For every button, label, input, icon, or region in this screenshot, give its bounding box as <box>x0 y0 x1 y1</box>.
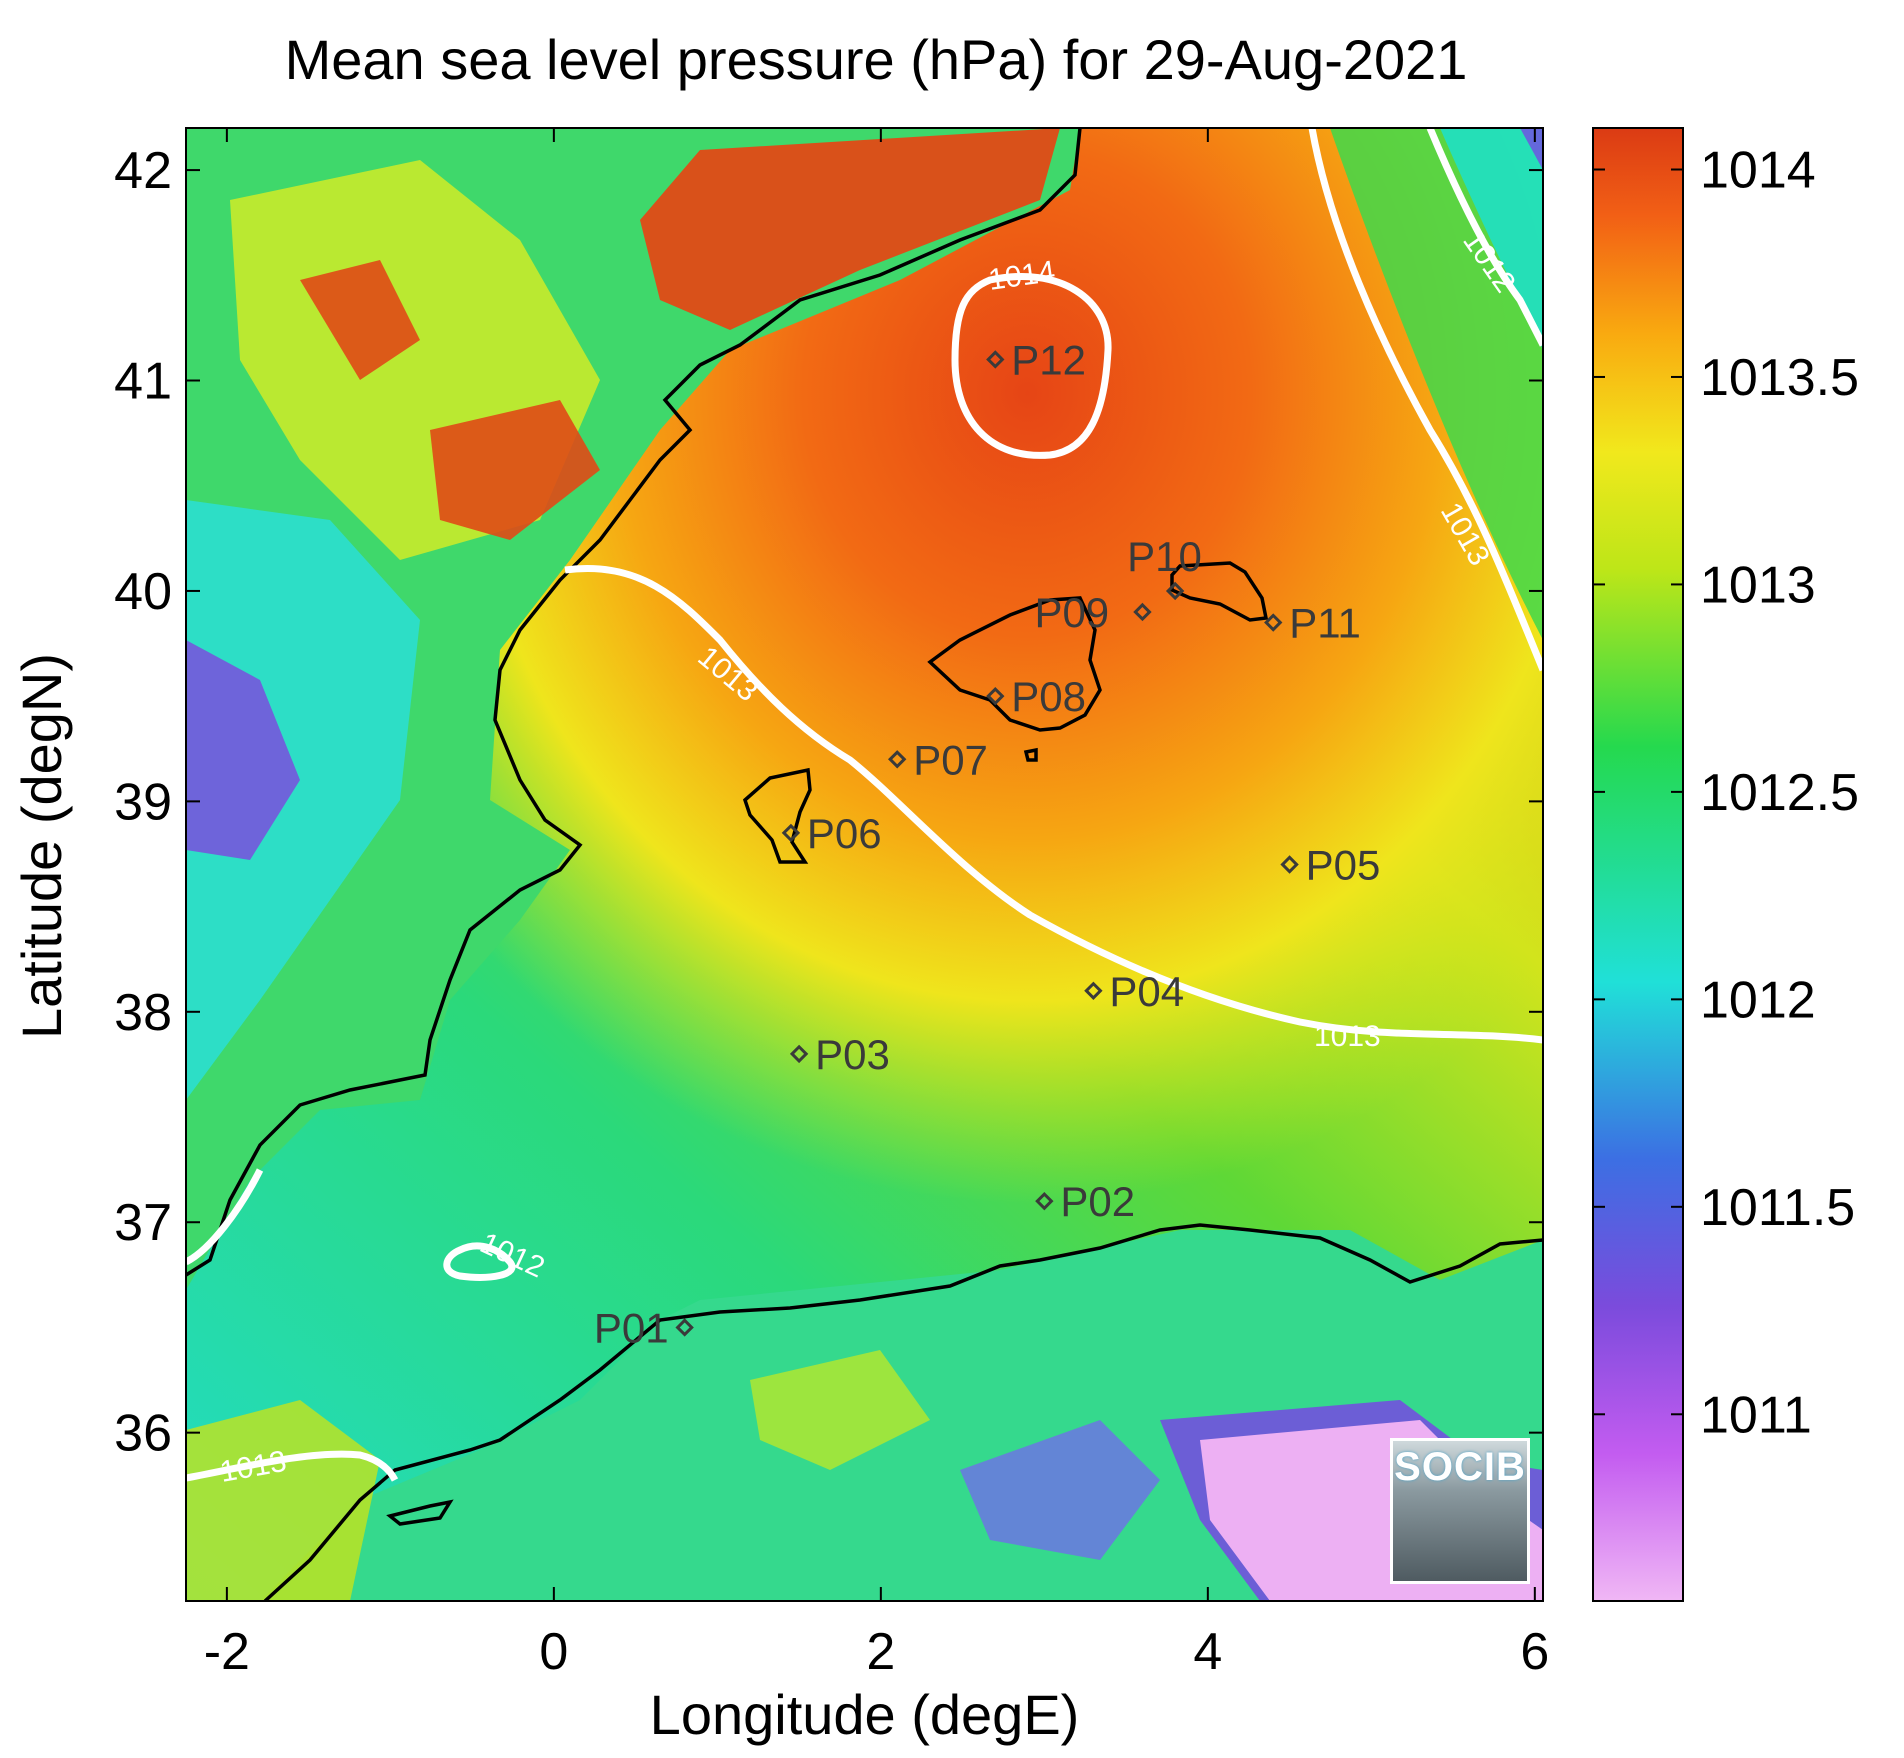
isobar-1013-west <box>564 565 1543 1044</box>
isobar-1013-sw <box>186 1450 399 1482</box>
colorbar-tick-label: 1011.5 <box>1700 1179 1855 1237</box>
points-layer: P01 P02 P03 P04 P05 P06 P07 P08 P09 P10 P11 P12 <box>594 336 1380 1351</box>
colorbar-tick-label: 1014 <box>1700 141 1816 199</box>
point-marker-p01 <box>675 1318 694 1337</box>
point-label-p08: P08 <box>1011 673 1086 720</box>
point-label-p10: P10 <box>1127 533 1202 580</box>
african-coastline <box>263 1223 1543 1601</box>
isobar-1012-west-coast <box>186 1168 264 1266</box>
contour-label-1013-south: 1013 <box>1314 1020 1381 1053</box>
x-tick-label: 4 <box>1193 1623 1222 1681</box>
axes: -2 0 2 4 6 36 37 38 39 40 41 42 <box>114 128 1549 1681</box>
point-marker-p05 <box>1280 855 1299 874</box>
point-label-p04: P04 <box>1109 968 1184 1015</box>
y-axis-label: Latitude (degN) <box>10 653 73 1040</box>
pressure-field <box>186 128 1543 1601</box>
point-marker-p06 <box>781 823 801 843</box>
coastlines <box>186 128 1543 1601</box>
colorbar-tick-label: 1012.5 <box>1700 764 1859 822</box>
point-marker-p02 <box>1035 1191 1054 1211</box>
point-marker-p12 <box>986 350 1005 369</box>
african-coastline-tail <box>386 1499 454 1526</box>
colorbar-ticks: 1014 1013.5 1013 1012.5 1012 1011.5 1011 <box>1593 141 1859 1444</box>
isobar-1012-ne <box>1426 128 1543 347</box>
point-marker-p09 <box>1133 602 1152 622</box>
point-label-p11: P11 <box>1289 600 1361 647</box>
x-tick-label: 6 <box>1520 1623 1549 1681</box>
cabrera-outline <box>1023 747 1038 762</box>
logo-text: SOCIB <box>1394 1445 1526 1489</box>
point-marker-p04 <box>1084 981 1103 1000</box>
y-tick-label: 40 <box>114 563 172 621</box>
point-label-p05: P05 <box>1306 842 1381 889</box>
point-label-p12: P12 <box>1011 336 1086 383</box>
point-label-p09: P09 <box>1034 589 1109 636</box>
plot-frame <box>185 127 1544 1602</box>
point-label-p06: P06 <box>807 810 882 857</box>
point-marker-p11 <box>1264 613 1283 632</box>
menorca-outline <box>1170 561 1269 622</box>
point-label-p02: P02 <box>1060 1178 1135 1225</box>
ibiza-outline <box>742 767 812 864</box>
y-tick-label: 42 <box>114 142 172 200</box>
colorbar-tick-label: 1013 <box>1700 556 1816 614</box>
chart-title: Mean sea level pressure (hPa) for 29-Aug… <box>284 28 1468 91</box>
colorbar-tick-label: 1012 <box>1700 971 1816 1029</box>
isobar-1012-sw <box>443 1242 516 1281</box>
colorbar-tick-label: 1013.5 <box>1700 349 1859 407</box>
x-axis-label: Longitude (degE) <box>649 1683 1080 1746</box>
y-tick-label: 39 <box>114 773 172 831</box>
mallorca-outline <box>927 596 1102 732</box>
point-marker-p07 <box>888 750 907 769</box>
point-label-p07: P07 <box>913 736 988 783</box>
point-marker-p03 <box>789 1044 809 1064</box>
y-tick-label: 38 <box>114 984 172 1042</box>
isobar-1013-east <box>1308 128 1543 672</box>
x-tick-label: 2 <box>866 1623 895 1681</box>
y-tick-label: 41 <box>114 353 172 411</box>
iberian-coastline <box>186 128 1082 1277</box>
isobars <box>186 128 1543 1482</box>
point-label-p03: P03 <box>815 1031 890 1078</box>
isobar-1014-closed <box>951 273 1112 459</box>
y-tick-label: 37 <box>114 1194 172 1252</box>
colorbar <box>1592 127 1684 1602</box>
x-tick-label: 0 <box>539 1623 568 1681</box>
point-label-p01: P01 <box>594 1304 669 1351</box>
x-tick-label: -2 <box>204 1623 250 1681</box>
socib-logo: SOCIB <box>1390 1438 1530 1584</box>
colorbar-tick-label: 1011 <box>1700 1386 1812 1444</box>
point-marker-p08 <box>986 686 1005 706</box>
point-marker-p10 <box>1165 581 1185 601</box>
y-tick-label: 36 <box>114 1405 172 1463</box>
